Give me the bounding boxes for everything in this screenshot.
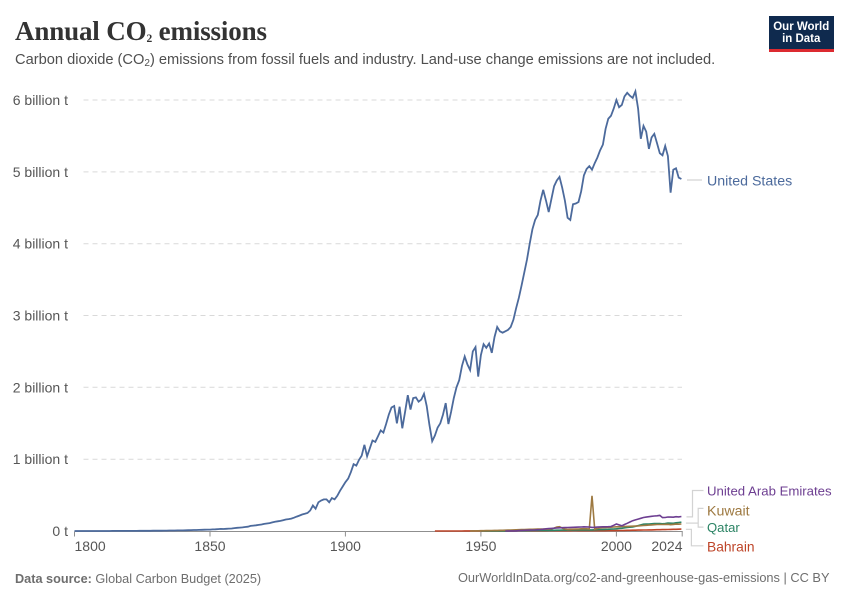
svg-text:1900: 1900 [330, 538, 361, 554]
svg-text:5 billion t: 5 billion t [13, 164, 68, 180]
svg-text:1850: 1850 [194, 538, 225, 554]
svg-text:4 billion t: 4 billion t [13, 236, 68, 252]
svg-text:0 t: 0 t [52, 523, 68, 539]
svg-text:Kuwait: Kuwait [707, 503, 750, 519]
svg-text:2 billion t: 2 billion t [13, 379, 68, 395]
svg-text:Bahrain: Bahrain [707, 539, 755, 554]
svg-text:United States: United States [707, 174, 792, 190]
svg-text:1 billion t: 1 billion t [13, 451, 68, 467]
svg-text:Qatar: Qatar [707, 520, 740, 535]
svg-text:6 billion t: 6 billion t [13, 92, 68, 108]
svg-text:1950: 1950 [465, 538, 496, 554]
svg-text:2000: 2000 [601, 538, 632, 554]
svg-text:3 billion t: 3 billion t [13, 308, 68, 324]
svg-text:2024: 2024 [651, 538, 682, 554]
svg-text:1800: 1800 [75, 538, 106, 554]
svg-text:United Arab Emirates: United Arab Emirates [707, 484, 832, 499]
